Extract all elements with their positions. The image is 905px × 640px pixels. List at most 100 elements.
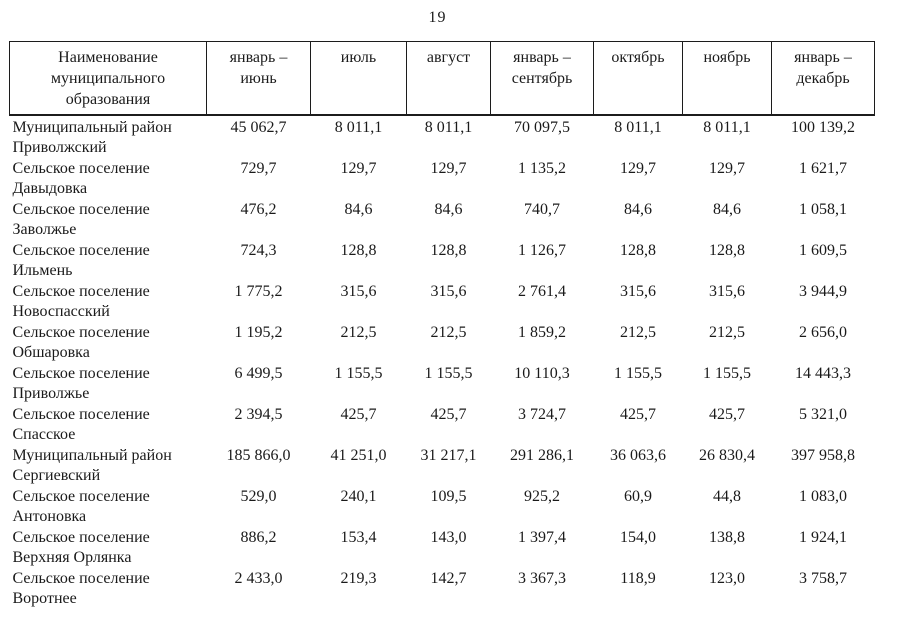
municipality-name-cell: Сельское поселение Обшаровка — [10, 321, 207, 362]
municipality-name-line: Муниципальный район — [12, 119, 172, 136]
value-cell: 1 609,5 — [799, 242, 847, 259]
page-number: 19 — [428, 9, 447, 26]
column-header: январь – декабрь — [771, 41, 875, 116]
column-header: январь – сентябрь — [490, 41, 594, 116]
municipality-name-cell: Сельское поселение Заволжье — [10, 198, 207, 239]
value-cell: 128,8 — [430, 242, 467, 259]
table-row: Сельское поселение Новоспасский 1 775,2 315… — [10, 280, 875, 321]
value-cell: 2 433,0 — [234, 570, 283, 587]
municipality-name-line: Сельское поселение — [12, 201, 150, 218]
value-cell: 5 321,0 — [799, 406, 847, 423]
column-header: январь – июнь — [206, 41, 311, 116]
value-cell: 138,8 — [709, 529, 745, 546]
municipality-name-line: Антоновка — [12, 507, 87, 525]
table-row: Сельское поселение Верхняя Орлянка 886,2 15… — [10, 526, 875, 567]
municipality-name-line: Сельское поселение — [12, 406, 150, 423]
value-cell: 142,7 — [430, 570, 467, 587]
municipality-name-line: Ильмень — [12, 261, 73, 279]
table-row: Сельское поселение Давыдовка 729,7 129,7 129… — [10, 157, 875, 198]
value-cell: 129,7 — [430, 160, 467, 177]
value-cell: 212,5 — [340, 324, 377, 341]
municipality-name-line: Давыдовка — [12, 179, 88, 197]
column-header: июль — [310, 41, 407, 116]
municipality-name-line: Сельское поселение — [12, 283, 150, 300]
column-header: август — [406, 41, 491, 116]
value-cell: 84,6 — [434, 201, 463, 218]
value-cell: 129,7 — [620, 160, 656, 177]
municipality-name-line: Муниципальный район — [12, 447, 172, 464]
value-cell: 41 251,0 — [330, 447, 387, 464]
value-cell: 425,7 — [340, 406, 377, 423]
value-cell: 315,6 — [340, 283, 377, 300]
table-row: Муниципальный район Сергиевский 185 866,0 4… — [10, 444, 875, 485]
value-cell: 3 758,7 — [799, 570, 847, 587]
value-cell: 84,6 — [713, 201, 741, 218]
value-cell: 128,8 — [340, 242, 377, 259]
value-cell: 886,2 — [240, 529, 277, 546]
value-cell: 153,4 — [340, 529, 377, 546]
value-cell: 425,7 — [620, 406, 656, 423]
value-cell: 425,7 — [709, 406, 745, 423]
column-header: ноябрь — [682, 41, 772, 116]
value-cell: 129,7 — [340, 160, 377, 177]
value-cell: 1 155,5 — [614, 365, 662, 382]
value-cell: 118,9 — [620, 570, 656, 587]
value-cell: 6 499,5 — [234, 365, 283, 382]
value-cell: 44,8 — [713, 488, 741, 505]
municipality-name-cell: Муниципальный район Сергиевский — [10, 444, 207, 485]
table-row: Сельское поселение Приволжье 6 499,5 1 155,… — [10, 362, 875, 403]
value-cell: 2 761,4 — [518, 283, 566, 300]
value-cell: 8 011,1 — [424, 119, 473, 136]
municipality-name-line: Обшаровка — [12, 343, 90, 361]
table-row: Сельское поселение Спасское 2 394,5 425,7 42… — [10, 403, 875, 444]
value-cell: 476,2 — [240, 201, 277, 218]
value-cell: 129,7 — [709, 160, 745, 177]
value-cell: 1 126,7 — [518, 242, 566, 259]
value-cell: 740,7 — [524, 201, 560, 218]
value-cell: 3 724,7 — [518, 406, 566, 423]
table-row: Сельское поселение Обшаровка 1 195,2 212,5 2… — [10, 321, 875, 362]
value-cell: 185 866,0 — [226, 447, 291, 464]
value-cell: 1 195,2 — [234, 324, 283, 341]
municipality-name-line: Сельское поселение — [12, 160, 150, 177]
value-cell: 1 621,7 — [799, 160, 847, 177]
value-cell: 212,5 — [620, 324, 656, 341]
municipality-name-line: Сельское поселение — [12, 529, 150, 546]
value-cell: 1 135,2 — [518, 160, 566, 177]
value-cell: 729,7 — [240, 160, 277, 177]
municipality-name-cell: Сельское поселение Ильмень — [10, 239, 207, 280]
value-cell: 2 656,0 — [799, 324, 847, 341]
value-cell: 1 155,5 — [424, 365, 473, 382]
value-cell: 10 110,3 — [514, 365, 570, 382]
municipality-name-cell: Сельское поселение Воротнее — [10, 567, 207, 608]
municipality-name-line: Воротнее — [12, 589, 77, 607]
value-cell: 84,6 — [344, 201, 373, 218]
value-cell: 100 139,2 — [791, 119, 855, 136]
value-cell: 925,2 — [524, 488, 560, 505]
value-cell: 123,0 — [709, 570, 745, 587]
value-cell: 212,5 — [430, 324, 467, 341]
value-cell: 529,0 — [240, 488, 277, 505]
value-cell: 8 011,1 — [703, 119, 751, 136]
value-cell: 315,6 — [709, 283, 745, 300]
value-cell: 84,6 — [624, 201, 652, 218]
value-cell: 128,8 — [709, 242, 745, 259]
municipality-name-cell: Сельское поселение Антоновка — [10, 485, 207, 526]
value-cell: 315,6 — [620, 283, 656, 300]
value-cell: 128,8 — [620, 242, 656, 259]
value-cell: 70 097,5 — [514, 119, 570, 136]
table-row: Сельское поселение Воротнее 2 433,0 219,3 14… — [10, 567, 875, 608]
value-cell: 60,9 — [624, 488, 652, 505]
value-cell: 1 924,1 — [799, 529, 847, 546]
value-cell: 1 155,5 — [703, 365, 751, 382]
value-cell: 143,0 — [430, 529, 467, 546]
municipality-name-cell: Сельское поселение Давыдовка — [10, 157, 207, 198]
municipality-name-line: Сельское поселение — [12, 242, 150, 259]
municipality-name-line: Спасское — [12, 425, 76, 443]
municipality-name-line: Заволжье — [12, 220, 77, 238]
value-cell: 109,5 — [430, 488, 467, 505]
value-cell: 219,3 — [340, 570, 377, 587]
municipality-name-line: Верхняя Орлянка — [12, 548, 132, 566]
report-table: Наименование муниципального образования я… — [9, 41, 875, 608]
